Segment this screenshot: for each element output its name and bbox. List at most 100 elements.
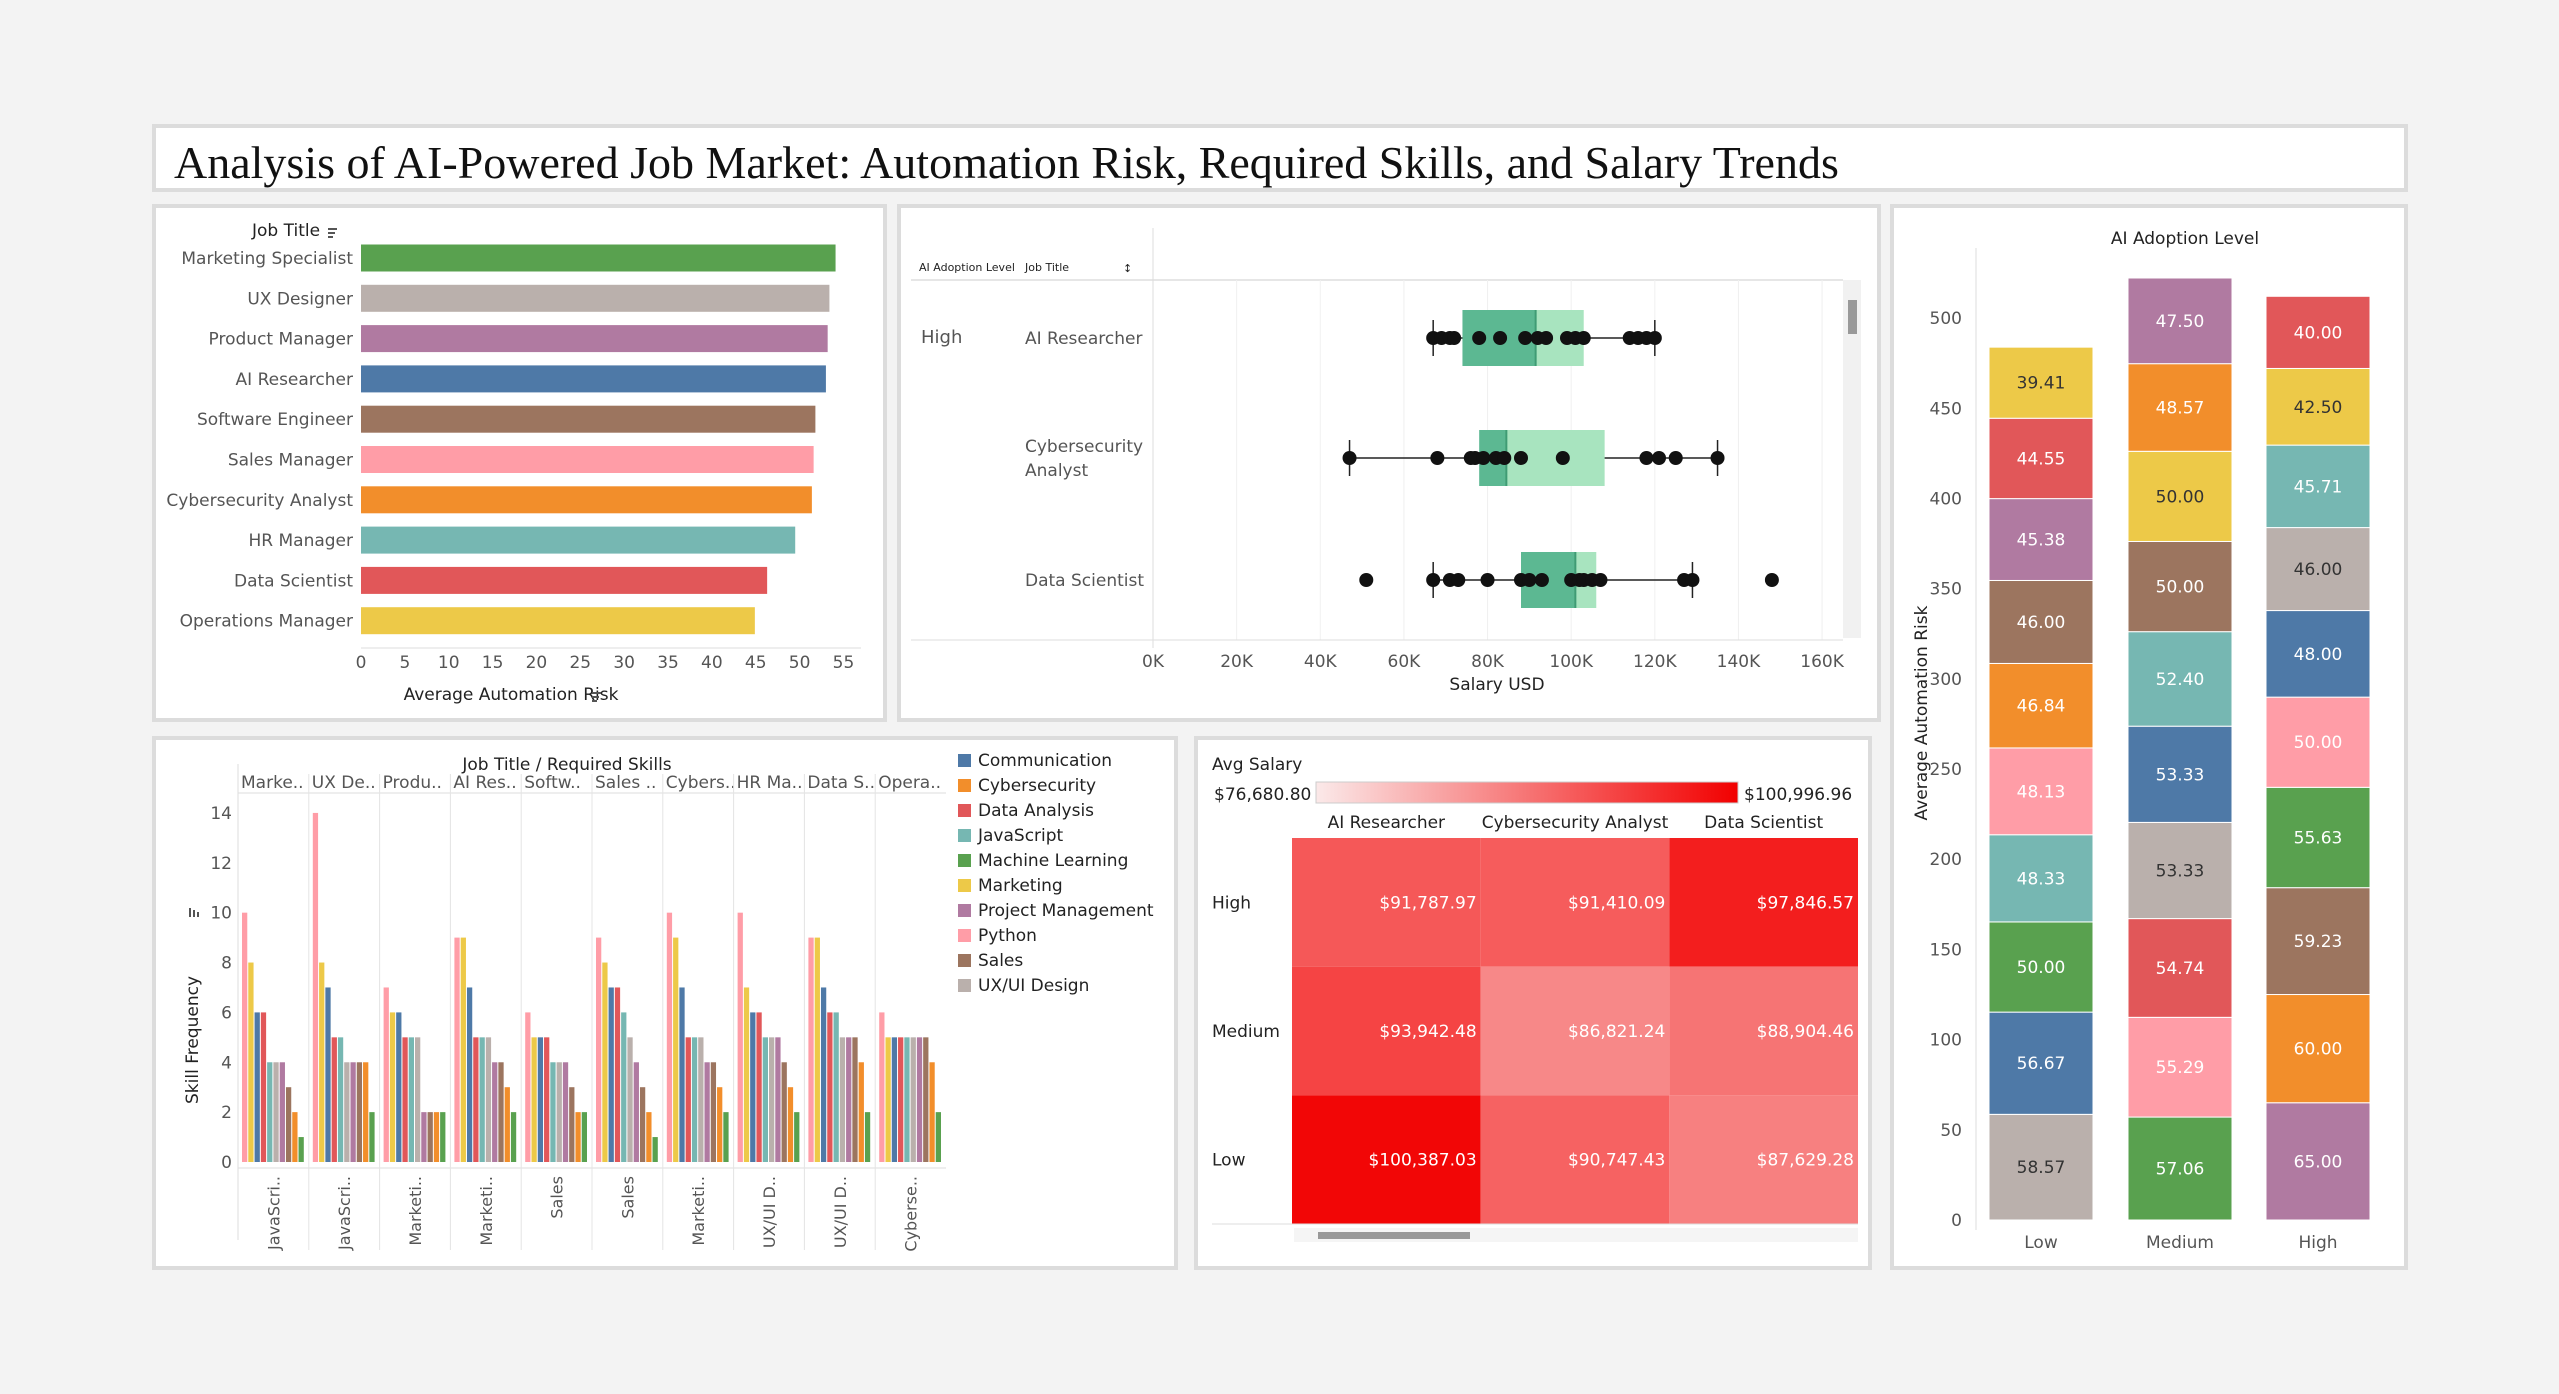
cell-value: $86,821.24 — [1568, 1022, 1665, 1042]
x-tick-label: 30 — [613, 653, 635, 673]
stack-segment — [2127, 821, 2233, 920]
x-tick-label: 20 — [526, 653, 548, 673]
group-label: AI Res.. — [453, 773, 516, 793]
stack-segment — [2265, 527, 2371, 612]
skill-bar — [775, 1037, 781, 1162]
x-tick-label: 40K — [1304, 652, 1338, 672]
column-header: Data Scientist — [1704, 813, 1823, 833]
skill-bar — [710, 1062, 717, 1162]
skill-bar — [356, 1062, 363, 1162]
segment-label: 52.40 — [2156, 670, 2205, 690]
skill-bar — [537, 1037, 544, 1162]
skill-bar — [454, 937, 460, 1162]
y-tick-label: 450 — [1930, 399, 1962, 419]
skill-bar — [904, 1037, 910, 1162]
skill-bar — [929, 1062, 935, 1162]
stack-segment — [2265, 696, 2371, 788]
legend-min-label: $76,680.80 — [1214, 785, 1311, 805]
scrollbar-thumb[interactable] — [1318, 1232, 1470, 1239]
stack-segment — [2127, 918, 2233, 1018]
cell-value: $88,904.46 — [1757, 1022, 1854, 1042]
segment-label: 56.67 — [2017, 1054, 2066, 1074]
segment-label: 40.00 — [2294, 323, 2343, 343]
skill-bar — [750, 1012, 756, 1162]
bar — [361, 526, 796, 554]
data-point — [1764, 573, 1779, 587]
bar — [361, 446, 814, 473]
bar — [361, 566, 768, 594]
y-axis-label: Skill Frequency — [183, 976, 203, 1104]
segment-label: 53.33 — [2156, 861, 2205, 881]
y-tick-label: 250 — [1930, 760, 1962, 780]
data-point — [1639, 451, 1654, 465]
data-point — [1447, 331, 1462, 345]
skill-bar — [460, 937, 466, 1162]
heatmap-cell — [1480, 966, 1670, 1096]
skill-bar — [492, 1062, 498, 1162]
y-tick-label: 500 — [1930, 309, 1962, 329]
data-point — [1539, 331, 1554, 345]
stack-segment — [1988, 346, 2094, 419]
x-tick-label: 160K — [1800, 652, 1844, 672]
salary-boxplot-chart: AI Adoption Level Job Title ↕ High Salar… — [911, 228, 1861, 695]
skill-bar — [254, 1012, 260, 1162]
skill-bar — [344, 1062, 350, 1162]
bar-label: Data Scientist — [234, 571, 353, 591]
segment-label: 46.00 — [2294, 560, 2343, 580]
skill-bar — [498, 1062, 504, 1162]
x-tick-label: 25 — [569, 653, 591, 673]
heatmap-cell — [1292, 838, 1481, 967]
segment-label: 50.00 — [2156, 578, 2205, 598]
sort-icon[interactable] — [592, 692, 601, 702]
skill-bar — [652, 1137, 658, 1162]
x-axis-label: Average Automation Risk — [404, 685, 619, 705]
sort-icon[interactable] — [328, 228, 337, 238]
adoption-stacked-panel: AI Adoption Level Average Automation Ris… — [1890, 204, 2408, 1270]
skill-frequency-chart: Job Title / Required Skills Skill Freque… — [183, 751, 1154, 1252]
bottom-label: Sales — [548, 1176, 567, 1219]
y-tick-label: 10 — [210, 904, 232, 924]
bar-label: Product Manager — [209, 330, 353, 350]
bar — [361, 607, 755, 635]
x-tick-label: 0 — [356, 653, 367, 673]
heatmap-cell — [1292, 1095, 1481, 1224]
chart-header: Job Title / Required Skills — [461, 755, 671, 775]
scrollbar-track[interactable] — [1843, 280, 1861, 638]
skill-bar — [646, 1112, 652, 1162]
skill-bar — [363, 1062, 369, 1162]
skill-bar — [737, 912, 743, 1162]
segment-label: 65.00 — [2294, 1152, 2343, 1172]
group-label: Softw.. — [524, 773, 581, 793]
sort-icon[interactable]: ↕ — [1123, 262, 1132, 275]
y-tick-label: 2 — [221, 1103, 232, 1123]
group-label: Cybers.. — [666, 773, 736, 793]
skill-bar — [891, 1037, 898, 1162]
legend-swatch — [958, 779, 971, 792]
skill-bar — [544, 1037, 550, 1162]
skill-bar — [833, 1012, 839, 1162]
automation-risk-bar-chart: Job Title Average Automation Risk Market… — [166, 221, 861, 705]
skill-bar — [756, 1012, 762, 1162]
skill-bar — [396, 1012, 402, 1162]
scrollbar-thumb[interactable] — [1848, 300, 1857, 334]
skill-bar — [575, 1112, 581, 1162]
skill-bar — [685, 1037, 691, 1162]
y-tick-label: 150 — [1930, 940, 1962, 960]
segment-label: 57.06 — [2156, 1160, 2205, 1180]
skill-bar — [525, 1012, 531, 1162]
data-point — [1497, 451, 1512, 465]
sort-icon[interactable] — [189, 908, 199, 917]
segment-label: 55.29 — [2156, 1058, 2205, 1078]
skill-bar — [923, 1037, 929, 1162]
segment-label: 46.00 — [2017, 613, 2066, 633]
heatmap-cell — [1480, 1095, 1670, 1224]
stack-segment — [2265, 295, 2371, 369]
data-point — [1342, 451, 1357, 465]
skill-bar — [337, 1037, 344, 1162]
stack-segment — [1988, 417, 2094, 500]
data-point — [1685, 573, 1700, 587]
legend-item: Communication — [978, 751, 1112, 771]
data-point — [1514, 451, 1528, 465]
legend-swatch — [958, 804, 971, 817]
x-tick-label: 60K — [1388, 652, 1422, 672]
